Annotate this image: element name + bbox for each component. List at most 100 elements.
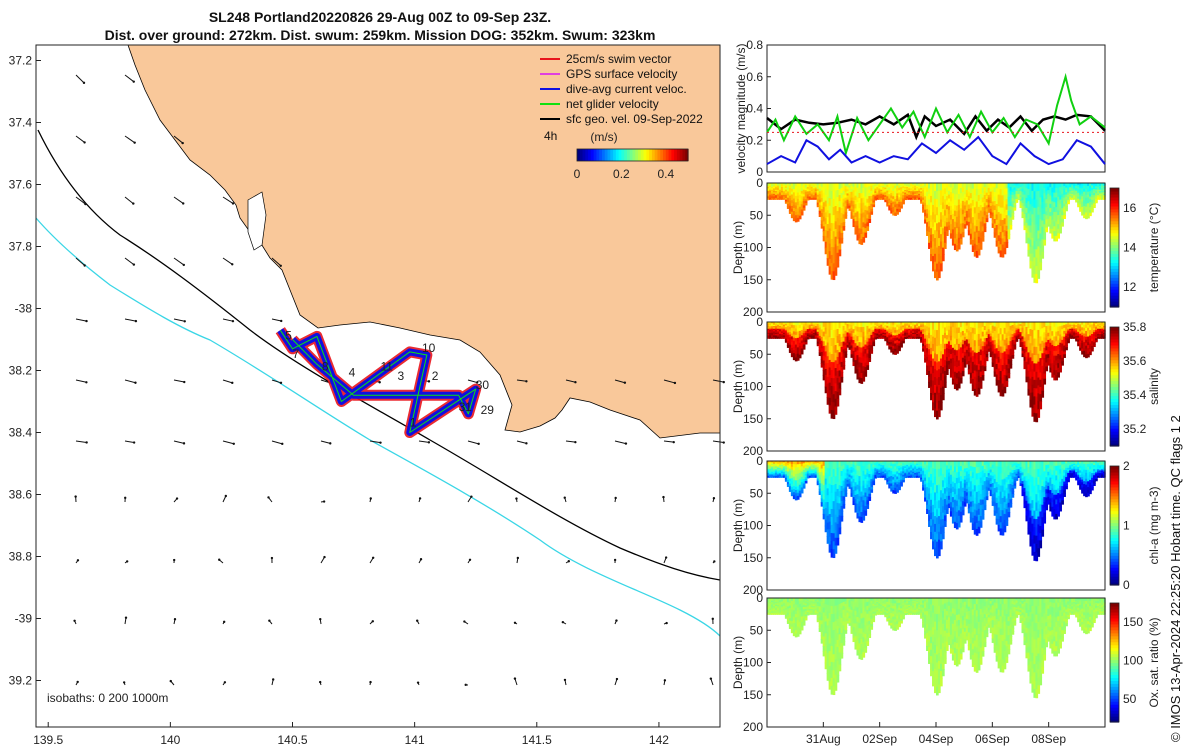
profile-cell: [894, 327, 897, 331]
profile-cell: [1011, 355, 1015, 359]
profile-cell: [832, 549, 836, 559]
profile-cell: [884, 325, 887, 328]
profile-cell: [808, 465, 812, 468]
profile-cell: [1075, 193, 1078, 197]
profile-cell: [1033, 371, 1037, 381]
profile-cell: [832, 501, 836, 510]
profile-cell: [888, 344, 891, 348]
profile-cell: [987, 324, 991, 328]
profile-cell: [772, 189, 776, 192]
profile-cell: [1021, 185, 1025, 190]
profile-cell: [904, 198, 907, 201]
profile-cell: [844, 463, 848, 468]
profile-cell: [830, 516, 834, 526]
profile-cell: [876, 188, 880, 191]
profile-cell: [838, 485, 842, 492]
profile-cell: [768, 188, 772, 191]
current-arrow-head: [74, 495, 77, 498]
profile-cell: [802, 476, 806, 480]
profile-cell: [866, 357, 870, 363]
profile-cell: [770, 473, 774, 476]
profile-cell: [892, 329, 895, 334]
profile-cell: [1029, 225, 1033, 234]
profile-cell: [1013, 187, 1017, 191]
profile-cell: [1003, 345, 1007, 353]
profile-cell: [981, 365, 985, 371]
profile-cell: [798, 333, 802, 338]
profile-cell: [1079, 324, 1082, 328]
profile-cell: [955, 372, 959, 380]
profile-cell: [914, 324, 917, 327]
y-tick-label: 200: [743, 444, 763, 458]
profile-cell: [1069, 323, 1072, 326]
profile-cell: [1061, 361, 1064, 366]
profile-cell: [826, 328, 830, 337]
profile-cell: [1027, 225, 1031, 233]
current-arrow: [467, 440, 479, 445]
profile-cell: [908, 189, 911, 192]
profile-cell: [818, 333, 822, 337]
profile-cell: [780, 334, 784, 337]
profile-cell: [870, 198, 874, 202]
profile-cell: [1005, 370, 1009, 377]
profile-cell: [926, 217, 929, 223]
profile-cell: [830, 468, 834, 478]
profile-cell: [951, 229, 955, 236]
profile-cell: [784, 201, 788, 204]
profile-cell: [768, 463, 772, 466]
profile-cell: [802, 187, 806, 191]
profile-cell: [1067, 193, 1070, 196]
profile-cell: [991, 351, 995, 356]
profile-cell: [1097, 327, 1100, 330]
profile-cell: [1099, 196, 1102, 199]
profile-cell: [945, 222, 949, 228]
profile-cell: [800, 340, 804, 344]
profile-cell: [1065, 331, 1068, 335]
profile-cell: [774, 323, 778, 326]
profile-cell: [949, 196, 953, 203]
profile-cell: [1071, 334, 1074, 337]
profile-cell: [1063, 212, 1066, 217]
profile-cell: [768, 471, 772, 474]
profile-cell: [963, 183, 967, 188]
profile-cell: [1013, 330, 1017, 334]
profile-cell: [932, 190, 935, 199]
profile-cell: [904, 195, 907, 198]
profile-cell: [967, 200, 971, 206]
profile-cell: [914, 197, 917, 200]
profile-cell: [987, 322, 991, 326]
profile-cell: [884, 189, 887, 192]
profile-cell: [852, 464, 856, 469]
profile-cell: [910, 323, 913, 326]
profile-cell: [1057, 210, 1060, 216]
profile-cell: [850, 484, 854, 489]
profile-cell: [924, 322, 927, 327]
profile-cell: [784, 338, 788, 342]
profile-cell: [830, 353, 834, 363]
profile-cell: [808, 196, 812, 199]
profile-cell: [767, 466, 770, 469]
profile-cell: [802, 469, 806, 473]
profile-cell: [1101, 188, 1104, 191]
profile-cell: [1077, 194, 1080, 198]
profile-cell: [1031, 237, 1035, 247]
profile-cell: [932, 263, 935, 272]
profile-cell: [900, 334, 903, 338]
profile-cell: [850, 351, 854, 355]
lake: [247, 191, 267, 251]
profile-cell: [812, 323, 816, 326]
profile-cell: [842, 190, 846, 196]
profile-cell: [838, 219, 842, 227]
profile-cell: [846, 471, 850, 475]
profile-cell: [768, 195, 772, 198]
current-arrow-head: [709, 677, 713, 680]
profile-cell: [1025, 237, 1029, 244]
profile-cell: [824, 235, 828, 243]
profile-cell: [1095, 336, 1098, 340]
profile-cell: [858, 516, 862, 523]
current-arrow-head: [84, 202, 87, 206]
profile-cell: [810, 331, 814, 334]
profile-cell: [997, 194, 1001, 202]
profile-cell: [874, 323, 878, 326]
profile-cell: [939, 190, 943, 199]
